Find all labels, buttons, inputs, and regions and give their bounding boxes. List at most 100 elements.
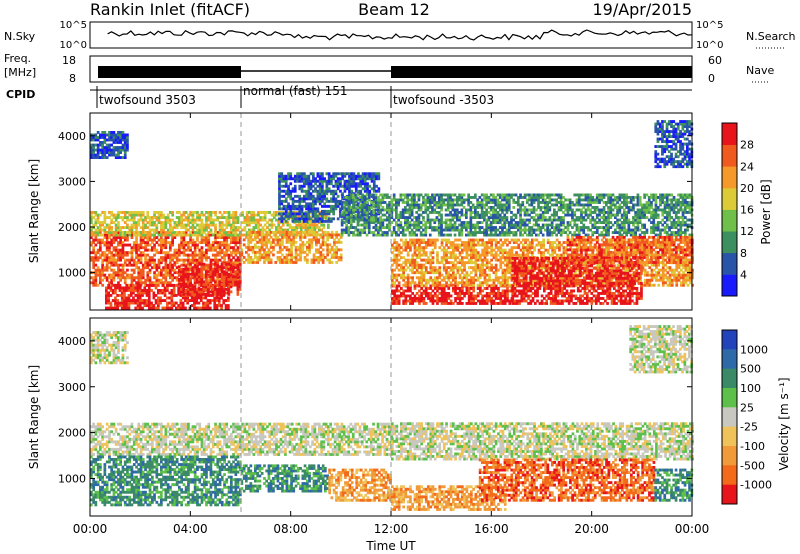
heatmap-cell: [196, 246, 199, 250]
heatmap-cell: [323, 189, 326, 193]
heatmap-cell: [616, 223, 619, 227]
heatmap-cell: [129, 291, 133, 295]
heatmap-cell: [600, 221, 604, 224]
heatmap-cell: [354, 217, 358, 221]
heatmap-cell: [314, 177, 317, 181]
heatmap-cell: [503, 213, 507, 217]
heatmap-cell: [316, 172, 320, 176]
heatmap-cell: [467, 208, 470, 212]
heatmap-cell: [312, 172, 315, 176]
heatmap-cell: [171, 253, 174, 257]
heatmap-cell: [261, 211, 265, 214]
heatmap-cell: [129, 284, 133, 287]
heatmap-cell: [254, 245, 257, 249]
heatmap-cell: [614, 203, 617, 207]
heatmap-cell: [94, 276, 98, 280]
heatmap-cell: [155, 268, 159, 272]
heatmap-cell: [268, 211, 271, 214]
heatmap-cell: [157, 278, 161, 282]
heatmap-cell: [247, 240, 250, 244]
heatmap-cell: [209, 265, 213, 269]
heatmap-cell: [521, 221, 525, 224]
heatmap-cell: [546, 228, 549, 232]
heatmap-cell: [287, 240, 291, 244]
heatmap-cell: [598, 201, 601, 204]
heatmap-cell: [239, 258, 242, 262]
heatmap-cell: [433, 218, 437, 222]
heatmap-cell: [582, 218, 586, 222]
heatmap-cell: [92, 231, 95, 234]
heatmap-cell: [413, 231, 416, 234]
heatmap-cell: [114, 284, 117, 287]
heatmap-cell: [507, 193, 511, 197]
heatmap-cell: [528, 213, 531, 217]
heatmap-cell: [566, 213, 570, 217]
heatmap-cell: [240, 258, 244, 262]
heatmap-cell: [568, 206, 572, 209]
heatmap-cell: [207, 268, 211, 272]
heatmap-cell: [278, 245, 282, 249]
heatmap-cell: [250, 228, 253, 232]
heatmap-cell: [489, 208, 493, 212]
heatmap-cell: [546, 206, 549, 209]
heatmap-cell: [365, 233, 369, 237]
heatmap-cell: [636, 211, 640, 214]
heatmap-cell: [213, 301, 217, 305]
heatmap-cell: [474, 193, 477, 197]
heatmap-cell: [333, 243, 336, 247]
heatmap-cell: [627, 221, 631, 224]
heatmap-cell: [413, 198, 416, 202]
heatmap-cell: [153, 261, 156, 265]
heatmap-cell: [135, 231, 138, 234]
heatmap-cell: [198, 218, 202, 222]
heatmap-cell: [227, 266, 231, 270]
heatmap-cell: [171, 218, 174, 222]
heatmap-cell: [178, 233, 181, 237]
heatmap-cell: [281, 238, 284, 242]
heatmap-cell: [130, 278, 134, 282]
heatmap-cell: [602, 233, 606, 237]
heatmap-cell: [178, 243, 181, 247]
heatmap-cell: [135, 261, 138, 265]
heatmap-cell: [591, 211, 595, 214]
heatmap-cell: [211, 290, 215, 294]
heatmap-cell: [110, 258, 113, 262]
heatmap-cell: [507, 228, 511, 232]
heatmap-cell: [164, 221, 168, 224]
heatmap-cell: [278, 199, 281, 203]
heatmap-cell: [116, 284, 119, 287]
heatmap-cell: [117, 221, 120, 224]
heatmap-cell: [485, 201, 488, 204]
heatmap-cell: [196, 243, 199, 247]
heatmap-cell: [200, 262, 204, 266]
heatmap-cell: [184, 241, 188, 244]
heatmap-cell: [272, 245, 275, 249]
heatmap-cell: [151, 266, 154, 270]
heatmap-cell: [449, 233, 452, 237]
heatmap-cell: [349, 223, 353, 227]
heatmap-cell: [272, 223, 276, 227]
heatmap-cell: [144, 218, 147, 222]
heatmap-cell: [239, 251, 242, 255]
heatmap-cell: [285, 258, 289, 262]
heatmap-cell: [139, 256, 143, 260]
heatmap-cell: [605, 221, 608, 224]
heatmap-cell: [446, 193, 450, 197]
heatmap-cell: [99, 223, 102, 227]
heatmap-cell: [643, 196, 646, 199]
heatmap-cell: [191, 243, 195, 247]
heatmap-cell: [119, 231, 122, 234]
heatmap-cell: [204, 306, 208, 310]
heatmap-cell: [94, 228, 98, 232]
heatmap-cell: [290, 245, 293, 249]
heatmap-cell: [169, 226, 172, 229]
heatmap-cell: [96, 283, 100, 287]
heatmap-cell: [417, 198, 421, 202]
heatmap-cell: [593, 221, 597, 224]
heatmap-cell: [283, 245, 287, 249]
heatmap-cell: [521, 208, 525, 212]
heatmap-cell: [238, 270, 242, 274]
heatmap-cell: [507, 208, 511, 212]
heatmap-cell: [467, 198, 470, 202]
heatmap-cell: [636, 213, 640, 217]
